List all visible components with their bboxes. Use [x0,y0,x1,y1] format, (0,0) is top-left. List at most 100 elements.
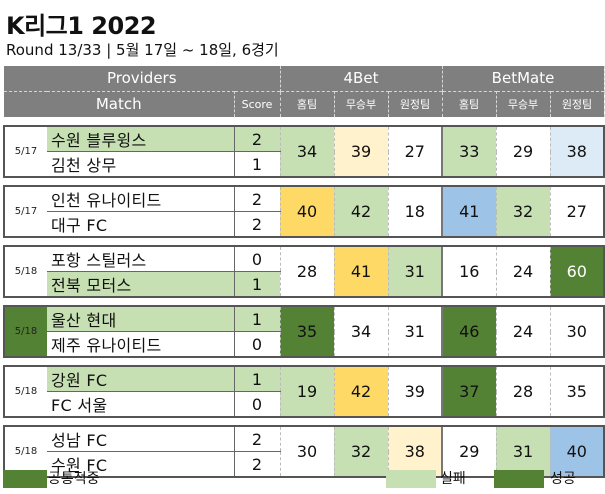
home-team: 강원 FC [47,365,234,392]
p2-home-prob: 37 [441,365,496,418]
match-row-away: 제주 유나이티드 0 [4,331,604,358]
away-score: 0 [233,331,280,358]
match-row: 5/17 인천 유나이티드 2 40 42 18 41 32 27 [3,185,605,238]
match-row: 5/18 울산 현대 1 35 34 31 46 24 30 [3,305,605,358]
match-row-away: 전북 모터스 1 [4,271,604,298]
match-date: 5/18 [3,425,47,478]
provider-2-header: BetMate [442,66,605,91]
p2-home-header: 홈팀 [442,90,497,117]
p1-away-header: 원정팀 [388,90,443,117]
home-score: 0 [233,245,280,272]
p1-away-prob: 31 [387,245,442,298]
gap-cell [4,417,604,426]
home-score: 1 [233,365,280,392]
p2-home-prob: 33 [441,125,496,178]
match-row: 5/18 포항 스틸러스 0 28 41 31 16 24 60 [3,245,605,298]
match-row: 5/17 수원 블루윙스 2 34 39 27 33 29 38 [3,125,605,178]
p1-away-prob: 39 [387,365,442,418]
away-team: 제주 유나이티드 [47,331,234,358]
p1-draw-prob: 42 [333,365,388,418]
away-team: 김천 상무 [47,151,234,178]
gap-cell [4,177,604,186]
page-subtitle: Round 13/33 | 5월 17일 ~ 18일, 6경기 [6,41,279,59]
p2-home-prob: 46 [441,305,496,358]
match-row-away: 수원 FC 2 [4,451,604,478]
gap-cell [4,297,604,306]
row-gap [4,237,604,246]
match-header: Match [4,90,235,117]
p2-home-prob: 41 [441,185,496,238]
providers-header: Providers [4,66,281,91]
match-row: 5/18 성남 FC 2 30 32 38 29 31 40 [3,425,605,478]
p2-away-prob: 40 [549,425,605,478]
match-date: 5/18 [3,365,47,418]
p2-draw-header: 무승부 [496,90,551,117]
p2-home-prob: 29 [441,425,496,478]
p1-draw-prob: 39 [333,125,388,178]
p2-away-prob: 35 [549,365,605,418]
away-score: 2 [233,451,280,478]
p2-draw-prob: 24 [495,245,550,298]
p1-draw-header: 무승부 [334,90,389,117]
away-score: 2 [233,211,280,238]
p1-home-prob: 30 [279,425,334,478]
p1-draw-prob: 32 [333,425,388,478]
home-team: 수원 블루윙스 [47,125,234,152]
match-date: 5/18 [3,305,47,358]
gap-cell [4,357,604,366]
match-row-away: 대구 FC 2 [4,211,604,238]
page-title: K리그1 2022 [6,12,157,40]
legend-fail-swatch [386,470,436,488]
home-score: 2 [233,125,280,152]
row-gap [4,177,604,186]
away-score: 1 [233,151,280,178]
away-team: FC 서울 [47,391,234,418]
gap-cell [4,237,604,246]
p2-away-prob: 27 [549,185,605,238]
p2-away-prob: 38 [549,125,605,178]
p1-draw-prob: 41 [333,245,388,298]
legend-joint-hit-label: 공통적중 [48,471,100,487]
p1-home-prob: 40 [279,185,334,238]
legend-success-label: 성공 [550,471,576,487]
match-row-away: 김천 상무 1 [4,151,604,178]
legend-fail-label: 실패 [440,471,466,487]
away-score: 1 [233,271,280,298]
p2-draw-prob: 24 [495,305,550,358]
p1-home-header: 홈팀 [280,90,335,117]
p1-away-prob: 27 [387,125,442,178]
score-header: Score [234,90,281,117]
p1-away-prob: 18 [387,185,442,238]
home-team: 포항 스틸러스 [47,245,234,272]
match-date: 5/17 [3,125,47,178]
predictions-table: Providers 4Bet BetMate Match Score 홈팀 무승… [3,66,605,478]
p2-draw-prob: 32 [495,185,550,238]
p1-home-prob: 19 [279,365,334,418]
p1-home-prob: 35 [279,305,334,358]
away-team: 대구 FC [47,211,234,238]
row-gap [4,417,604,426]
p1-home-prob: 34 [279,125,334,178]
p2-draw-prob: 28 [495,365,550,418]
home-score: 1 [233,305,280,332]
row-gap [4,357,604,366]
away-score: 0 [233,391,280,418]
match-date: 5/17 [3,185,47,238]
gap-cell [4,117,604,126]
row-gap [4,117,604,126]
away-team: 수원 FC [47,451,234,478]
p1-away-prob: 38 [387,425,442,478]
p2-away-prob: 30 [549,305,605,358]
home-score: 2 [233,425,280,452]
p1-draw-prob: 42 [333,185,388,238]
legend-success-swatch [494,470,544,488]
row-gap [4,297,604,306]
match-row: 5/18 강원 FC 1 19 42 39 37 28 35 [3,365,605,418]
provider-1-header: 4Bet [280,66,443,91]
match-row-away: FC 서울 0 [4,391,604,418]
p2-away-prob: 60 [549,245,605,298]
p2-away-header: 원정팀 [550,90,605,117]
away-team: 전북 모터스 [47,271,234,298]
p1-away-prob: 31 [387,305,442,358]
home-team: 인천 유나이티드 [47,185,234,212]
